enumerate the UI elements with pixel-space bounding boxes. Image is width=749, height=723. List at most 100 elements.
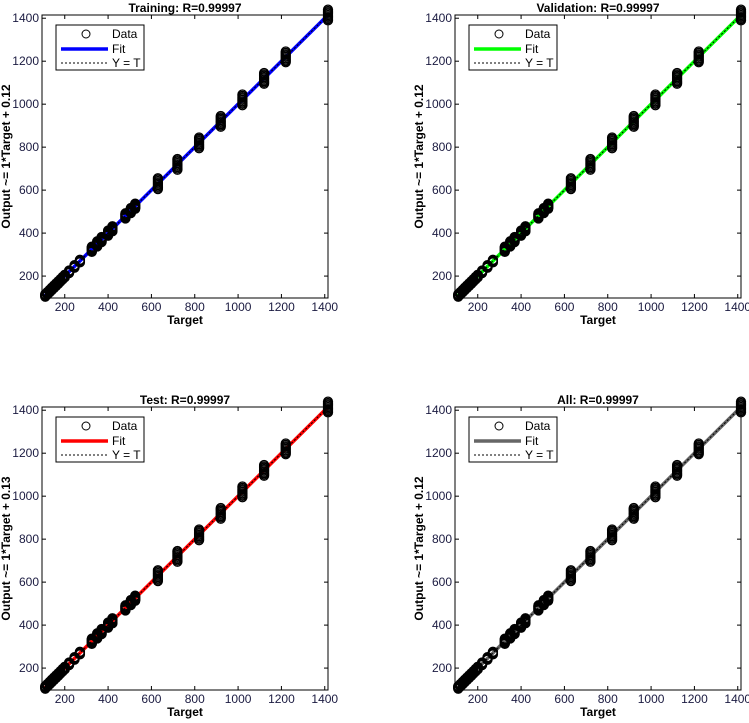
x-tick-label: 400: [98, 692, 118, 706]
x-tick-label: 1200: [681, 300, 708, 314]
x-tick-label: 200: [468, 692, 488, 706]
y-axis-label: Output ~= 1*Target + 0.12: [412, 476, 426, 620]
legend-fit-label: Fit: [525, 42, 539, 56]
y-tick-label: 200: [19, 661, 39, 675]
data-point: [130, 198, 141, 209]
data-point: [237, 481, 248, 492]
x-axis-label: Target: [167, 705, 203, 719]
data-point: [152, 565, 164, 576]
y-tick-label: 1400: [425, 11, 452, 25]
x-tick-label: 400: [98, 300, 118, 314]
data-point: [172, 545, 183, 557]
legend-data-marker: [81, 29, 91, 39]
data-point: [487, 254, 499, 265]
y-tick-label: 1000: [12, 97, 39, 111]
chart-title: Validation: R=0.99997: [536, 1, 659, 15]
legend-yt-label: Y = T: [112, 448, 141, 462]
subplot-0: 200 200 400 400 600 600 800 800 1000 1000 1200 1200…: [0, 1, 338, 327]
y-tick-label: 400: [432, 618, 452, 632]
data-point: [543, 590, 554, 601]
data-point: [671, 67, 683, 79]
legend-yt-label: Y = T: [525, 56, 554, 70]
legend-data-label: Data: [525, 419, 551, 433]
data-point: [152, 173, 164, 184]
x-tick-label: 600: [554, 300, 574, 314]
data-point: [693, 438, 704, 449]
x-tick-label: 200: [55, 692, 75, 706]
legend-yt-label: Y = T: [525, 448, 554, 462]
data-point: [322, 396, 334, 407]
data-point: [107, 221, 118, 232]
data-point: [628, 502, 639, 514]
subplot-2: 200 200 400 400 600 600 800 800 1000 1000 1200 1200…: [0, 393, 338, 719]
legend-data-label: Data: [112, 27, 138, 41]
y-tick-label: 200: [19, 269, 39, 283]
y-tick-label: 600: [19, 575, 39, 589]
legend-yt-label: Y = T: [112, 56, 141, 70]
y-tick-label: 1200: [12, 446, 39, 460]
data-point: [258, 67, 270, 79]
x-tick-label: 400: [511, 300, 531, 314]
y-axis-label: Output ~= 1*Target + 0.13: [0, 476, 13, 620]
x-axis-label: Target: [580, 313, 616, 327]
y-tick-label: 1200: [425, 446, 452, 460]
y-tick-label: 400: [432, 226, 452, 240]
data-point: [628, 110, 639, 122]
y-tick-label: 800: [432, 140, 452, 154]
y-tick-label: 600: [432, 183, 452, 197]
data-point: [650, 89, 661, 100]
x-tick-label: 1400: [311, 300, 338, 314]
x-tick-label: 800: [185, 300, 205, 314]
data-point: [650, 481, 661, 492]
legend-fit-label: Fit: [112, 42, 126, 56]
x-tick-label: 800: [185, 692, 205, 706]
y-tick-label: 800: [19, 140, 39, 154]
x-tick-label: 1200: [268, 300, 295, 314]
data-point: [671, 459, 683, 471]
x-tick-label: 200: [55, 300, 75, 314]
data-point: [280, 46, 291, 57]
x-tick-label: 600: [141, 300, 161, 314]
data-point: [74, 646, 86, 657]
data-point: [487, 646, 499, 657]
x-axis-label: Target: [167, 313, 203, 327]
x-tick-label: 1000: [638, 300, 665, 314]
y-tick-label: 1200: [12, 54, 39, 68]
data-point: [280, 438, 291, 449]
legend-data-marker: [494, 421, 504, 431]
data-point: [735, 4, 747, 15]
data-point: [130, 590, 141, 601]
x-tick-label: 1000: [225, 692, 252, 706]
y-axis-label: Output ~= 1*Target + 0.12: [0, 84, 13, 228]
data-point: [520, 613, 531, 624]
x-axis-label: Target: [580, 705, 616, 719]
data-point: [520, 221, 531, 232]
data-point: [585, 545, 596, 557]
x-tick-label: 1000: [638, 692, 665, 706]
legend-data-label: Data: [525, 27, 551, 41]
data-point: [215, 110, 226, 122]
x-tick-label: 200: [468, 300, 488, 314]
x-tick-label: 1000: [225, 300, 252, 314]
chart-title: Training: R=0.99997: [128, 1, 241, 15]
y-tick-label: 800: [432, 532, 452, 546]
y-tick-label: 400: [19, 618, 39, 632]
y-tick-label: 200: [432, 661, 452, 675]
subplot-3: 200 200 400 400 600 600 800 800 1000 1000 1200 1200…: [412, 393, 749, 719]
data-point: [585, 153, 596, 165]
legend-data-marker: [81, 421, 91, 431]
data-point: [606, 132, 618, 143]
data-point: [193, 524, 205, 535]
y-tick-label: 1400: [425, 403, 452, 417]
data-point: [322, 4, 334, 15]
y-axis-label: Output ~= 1*Target + 0.12: [412, 84, 426, 228]
data-point: [215, 502, 226, 514]
data-point: [74, 254, 86, 265]
chart-title: All: R=0.99997: [557, 393, 639, 407]
x-tick-label: 1400: [724, 692, 749, 706]
y-tick-label: 800: [19, 532, 39, 546]
y-tick-label: 1000: [425, 97, 452, 111]
y-tick-label: 400: [19, 226, 39, 240]
legend-fit-label: Fit: [112, 434, 126, 448]
legend-fit-label: Fit: [525, 434, 539, 448]
